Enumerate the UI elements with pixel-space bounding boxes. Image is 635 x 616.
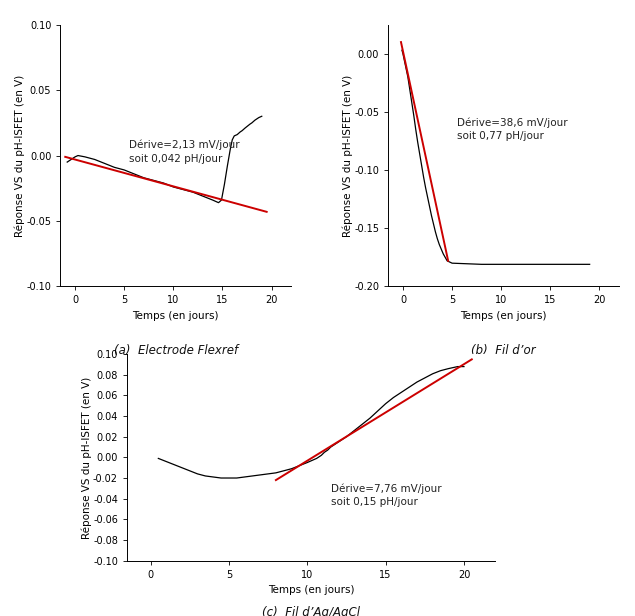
X-axis label: Temps (en jours): Temps (en jours) xyxy=(460,311,547,321)
Text: Dérive=7,76 mV/jour
soit 0,15 pH/jour: Dérive=7,76 mV/jour soit 0,15 pH/jour xyxy=(331,483,441,507)
X-axis label: Temps (en jours): Temps (en jours) xyxy=(133,311,219,321)
X-axis label: Temps (en jours): Temps (en jours) xyxy=(268,585,354,595)
Text: (c)  Fil d’Ag/AgCl: (c) Fil d’Ag/AgCl xyxy=(262,606,360,616)
Text: (b)  Fil d’or: (b) Fil d’or xyxy=(471,344,536,357)
Text: Dérive=2,13 mV/jour
soit 0,042 pH/jour: Dérive=2,13 mV/jour soit 0,042 pH/jour xyxy=(129,140,240,163)
Y-axis label: Réponse VS du pH-ISFET (en V): Réponse VS du pH-ISFET (en V) xyxy=(81,376,91,538)
Y-axis label: Réponse VS du pH-ISFET (en V): Réponse VS du pH-ISFET (en V) xyxy=(342,75,353,237)
Y-axis label: Réponse VS du pH-ISFET (en V): Réponse VS du pH-ISFET (en V) xyxy=(15,75,25,237)
Text: (a)  Electrode Flexref: (a) Electrode Flexref xyxy=(114,344,238,357)
Text: Dérive=38,6 mV/jour
soit 0,77 pH/jour: Dérive=38,6 mV/jour soit 0,77 pH/jour xyxy=(457,118,568,142)
